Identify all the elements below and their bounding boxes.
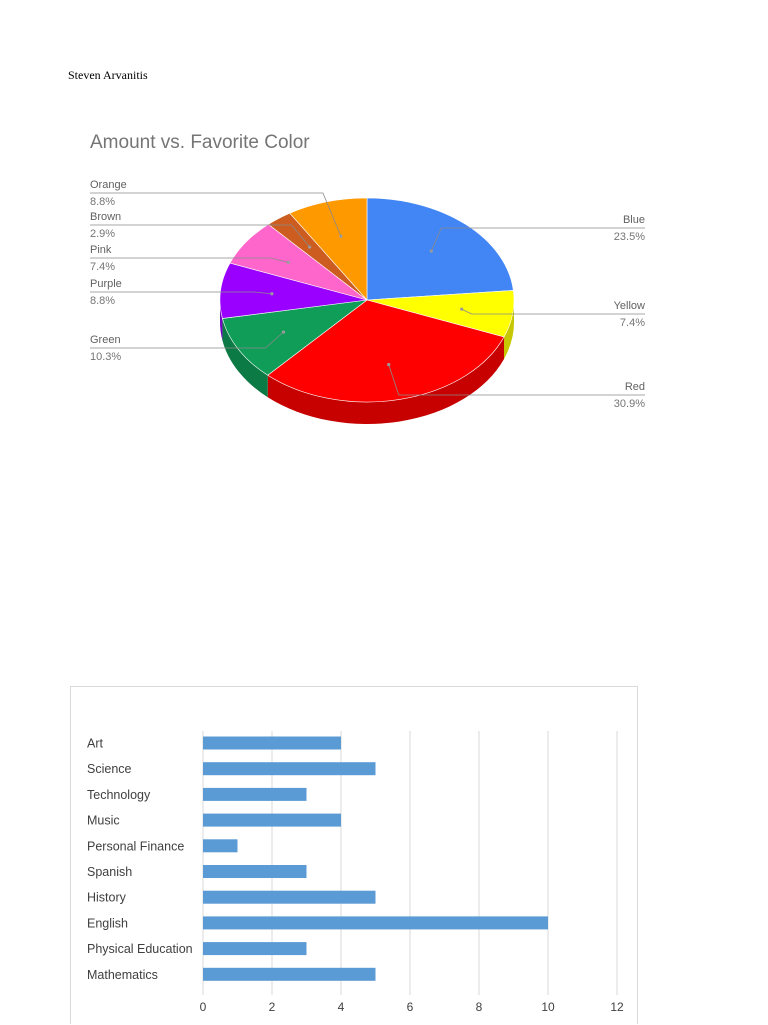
bar-category-science: Science: [87, 762, 132, 776]
bar-personal-finance: [203, 839, 238, 853]
pie-slice-purple: [219, 262, 368, 319]
bar-tick-label-8: 8: [476, 1000, 483, 1014]
pie-percent-red: 30.9%: [614, 398, 645, 410]
bar-chart: Art Science Technology Music Personal Financ…: [87, 731, 624, 1014]
pie-callout-line-green: [90, 331, 284, 349]
bar-science: [203, 762, 376, 776]
pie-label-green: Green: [90, 334, 121, 346]
bar-tick-label-10: 10: [541, 1000, 555, 1014]
pie-callout-line-blue: [430, 227, 645, 252]
author-name: Steven Arvanitis: [68, 68, 148, 82]
pie-label-pink: Pink: [90, 244, 112, 256]
bar-tick-label-12: 12: [610, 1000, 624, 1014]
pie-side-green: [222, 318, 268, 398]
pie-percent-purple: 8.8%: [90, 295, 115, 307]
pie-callout-dot-red: [387, 362, 391, 367]
pie-callout-line-red: [388, 364, 645, 396]
pie-chart: Amount vs. Favorite Color Blue 23.5% Yello…: [90, 132, 645, 424]
pie-callout-line-yellow: [461, 308, 645, 315]
bar-category-art: Art: [87, 737, 104, 751]
bar-music: [203, 813, 341, 827]
bar-category-technology: Technology: [87, 788, 151, 802]
bar-category-history: History: [87, 891, 127, 905]
bar-category-personal-finance: Personal Finance: [87, 839, 184, 853]
bar-art: [203, 736, 341, 750]
bar-category-english: English: [87, 916, 128, 930]
bar-physical-education: [203, 942, 307, 956]
bar-technology: [203, 787, 307, 801]
pie-side-red: [267, 336, 505, 424]
pie-callout-line-orange: [90, 192, 342, 237]
pie-label-brown: Brown: [90, 211, 121, 223]
pie-label-yellow: Yellow: [614, 300, 645, 312]
bar-tick-label-2: 2: [269, 1000, 276, 1014]
pie-callout-line-purple: [90, 291, 272, 295]
pie-slice-green: [222, 299, 369, 376]
bar-tick-label-6: 6: [407, 1000, 414, 1014]
pie-percent-blue: 23.5%: [614, 231, 645, 243]
pie-callout-line-brown: [90, 224, 310, 248]
bar-tick-label-0: 0: [200, 1000, 207, 1014]
pie-percent-green: 10.3%: [90, 351, 121, 363]
bar-english: [203, 916, 548, 930]
pie-side-yellow: [504, 300, 514, 359]
bar-chart-panel: Art Science Technology Music Personal Financ…: [70, 686, 638, 1024]
bar-category-spanish: Spanish: [87, 865, 132, 879]
bar-mathematics: [203, 967, 376, 981]
pie-percent-brown: 2.9%: [90, 228, 115, 240]
bar-category-music: Music: [87, 814, 120, 828]
pie-label-red: Red: [625, 381, 645, 393]
pie-label-blue: Blue: [623, 214, 645, 226]
bar-spanish: [203, 865, 307, 878]
pie-percent-pink: 7.4%: [90, 261, 115, 273]
pie-slice-blue: [366, 197, 514, 301]
pie-percent-orange: 8.8%: [90, 196, 115, 208]
bar-category-mathematics: Mathematics: [87, 968, 158, 982]
pie-callout-line-pink: [90, 257, 289, 263]
pie-label-orange: Orange: [90, 179, 127, 191]
bar-tick-label-4: 4: [338, 1000, 345, 1014]
pie-label-purple: Purple: [90, 278, 122, 290]
pie-slice-red: [267, 299, 505, 403]
bar-category-physical-education: Physical Education: [87, 942, 193, 956]
pie-chart-title: Amount vs. Favorite Color: [90, 132, 310, 153]
pie-percent-yellow: 7.4%: [620, 317, 645, 329]
bar-history: [203, 890, 376, 904]
